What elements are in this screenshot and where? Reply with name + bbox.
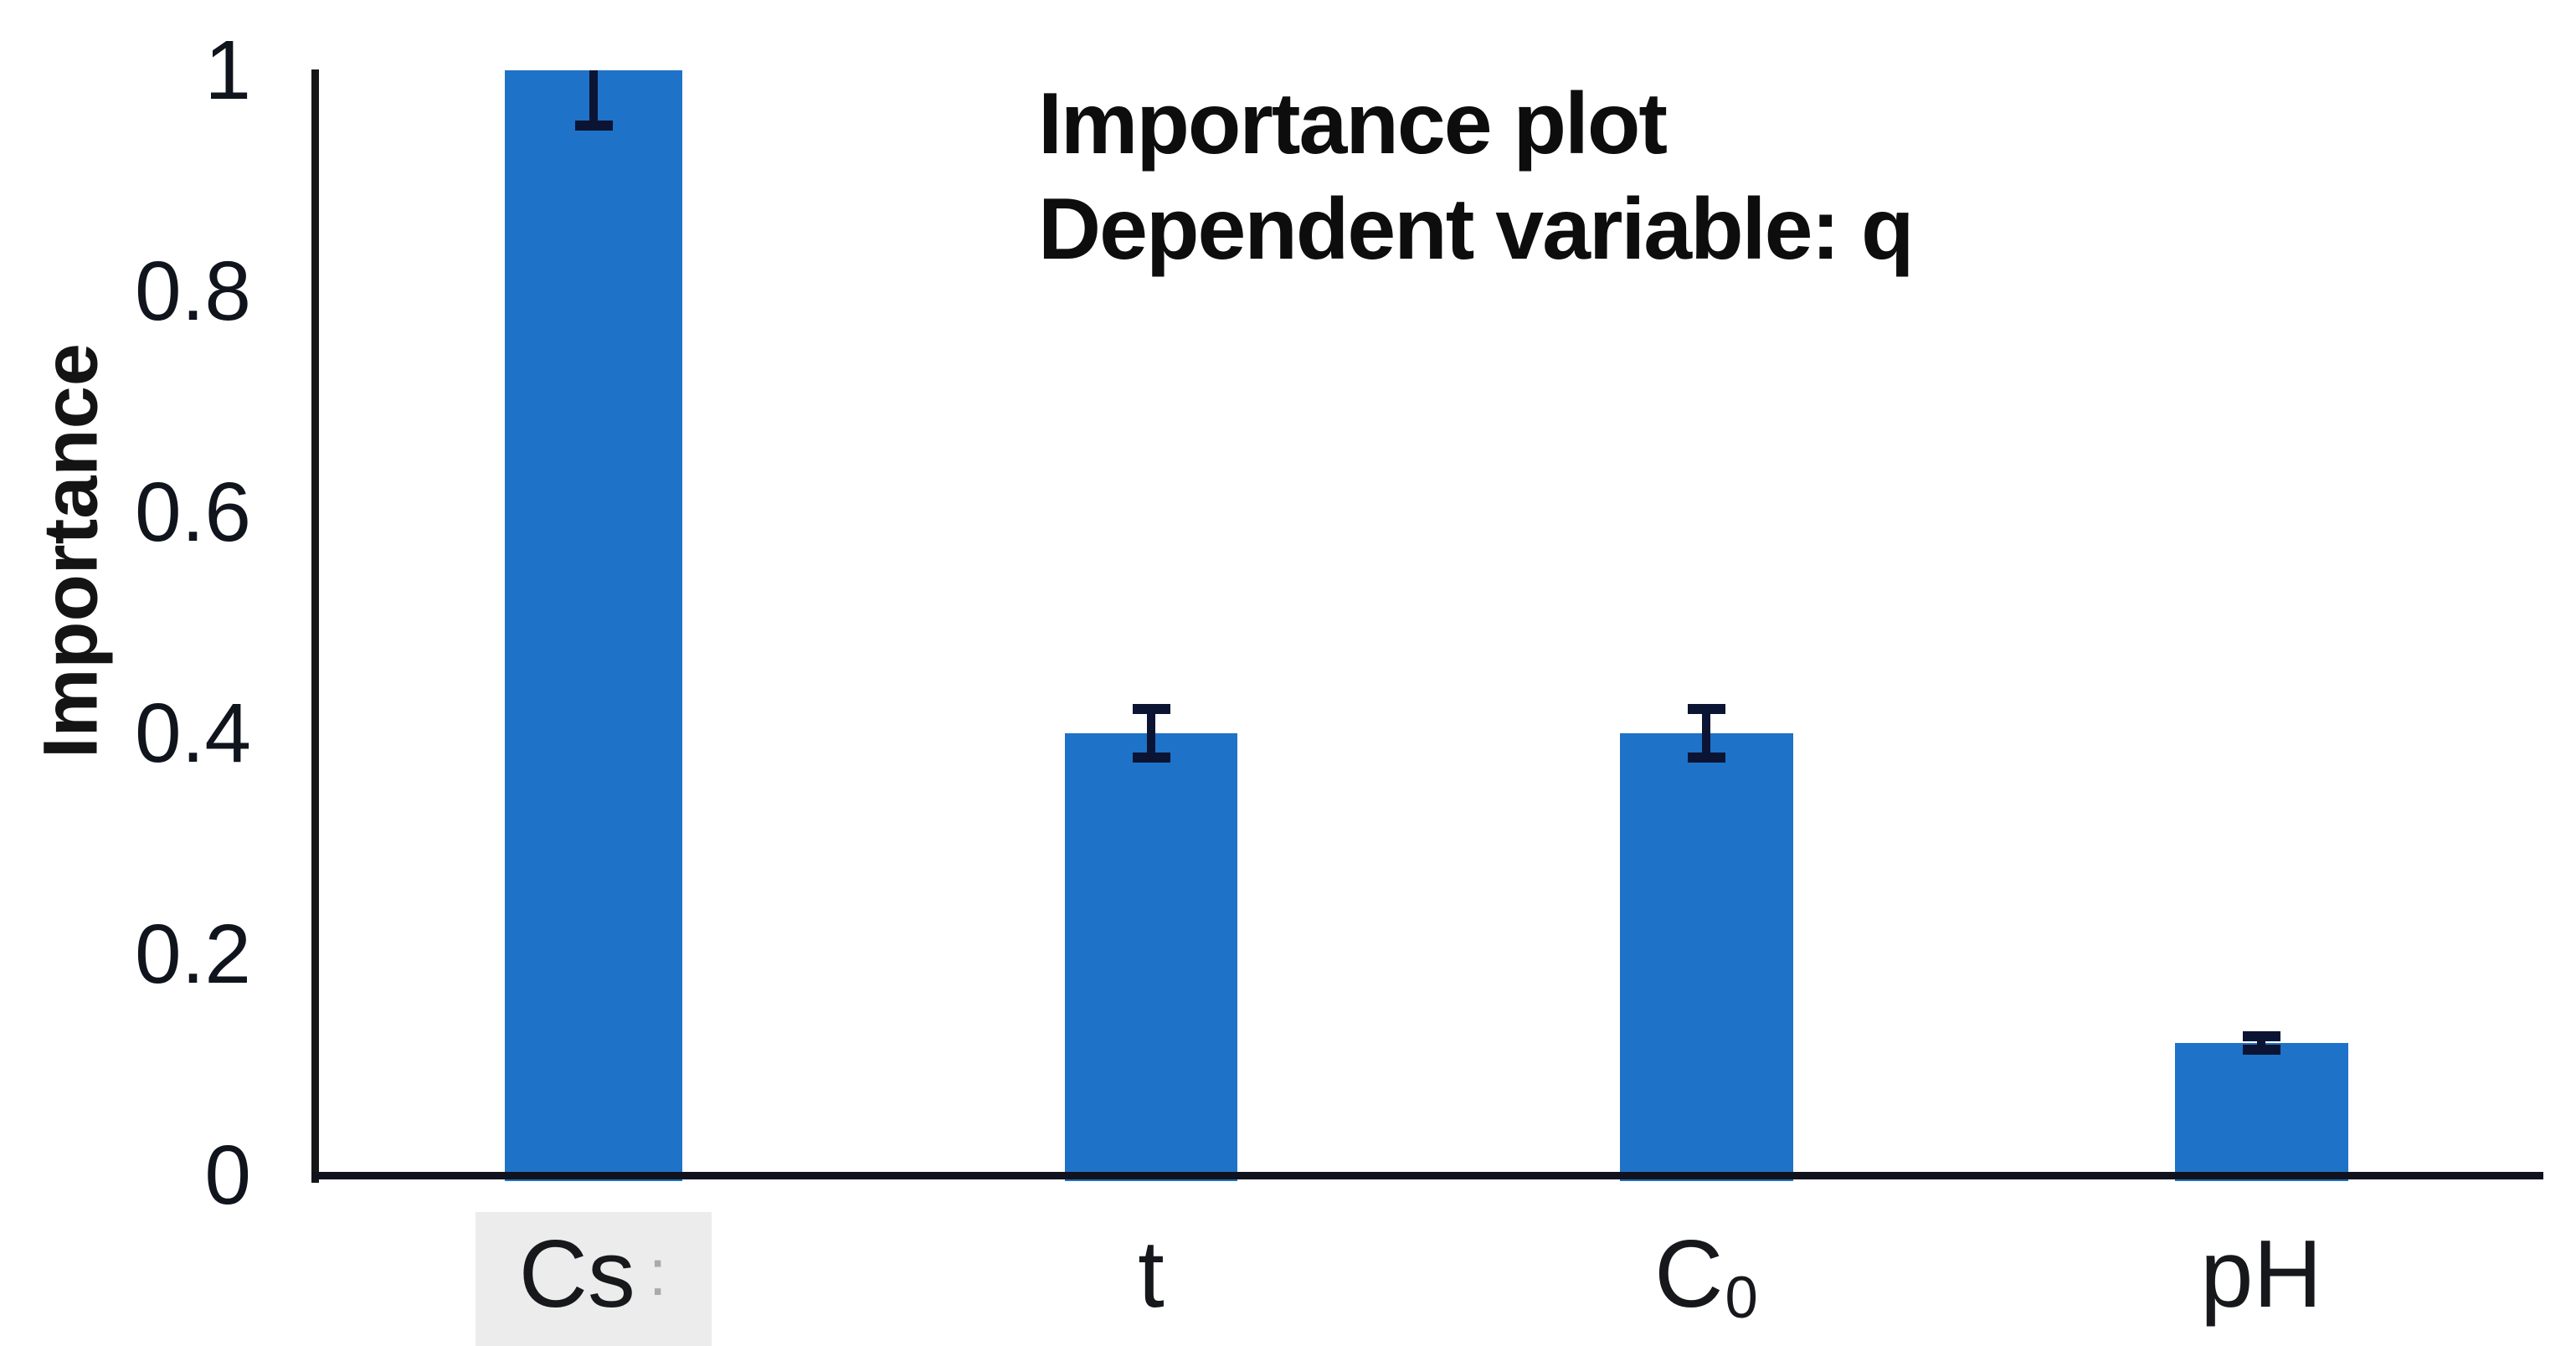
y-tick-label-0.6: 0.6: [134, 465, 251, 559]
error-bar-cap-top: [1132, 703, 1170, 714]
y-tick-label-0: 0: [204, 1128, 251, 1222]
x-tick-label: t: [1094, 1212, 1208, 1338]
bar-C0: [1619, 733, 1793, 1181]
x-tick-label: C0: [1611, 1212, 1802, 1346]
error-bar-cap-bottom: [574, 121, 613, 131]
x-tick-label-text: t: [1138, 1221, 1165, 1328]
y-tick-label-0.4: 0.4: [134, 686, 251, 780]
y-tick-label-0.2: 0.2: [134, 907, 251, 1001]
x-tick-t: t: [967, 1212, 1335, 1338]
x-axis-line: [311, 1172, 2543, 1179]
x-tick-label-text: pH: [2200, 1221, 2322, 1328]
x-tick-C0: C0: [1522, 1212, 1890, 1338]
error-bar-line: [589, 70, 598, 126]
x-tick-pH: pH: [2077, 1212, 2445, 1338]
x-tick-label-text: Cs: [518, 1221, 635, 1328]
x-tick-label-faint-mark: :: [648, 1237, 669, 1310]
error-bar-line: [1702, 708, 1710, 758]
error-bar-cap-bottom: [1132, 753, 1170, 763]
chart-title: Importance plot: [1038, 75, 1668, 172]
x-tick-label: pH: [2157, 1212, 2366, 1338]
error-bar-line: [2257, 1035, 2265, 1050]
error-bar-line: [1147, 708, 1155, 758]
chart-title-block: Importance plot Dependent variable: q: [1038, 71, 1914, 282]
error-bar-cap-bottom: [1687, 753, 1725, 763]
y-tick-label-1: 1: [204, 23, 251, 117]
x-tick-Cs: Cs:: [409, 1212, 778, 1346]
x-tick-label: Cs:: [475, 1212, 712, 1346]
x-tick-label-text: C: [1654, 1221, 1724, 1328]
x-tick-label-subscript: 0: [1725, 1263, 1758, 1330]
error-bar-cap-bottom: [2242, 1044, 2280, 1055]
y-tick-label-0.8: 0.8: [134, 244, 251, 338]
bar-t: [1065, 733, 1237, 1181]
bar-pH: [2174, 1042, 2348, 1181]
error-bar-cap-top: [1687, 703, 1725, 714]
bar-Cs: [505, 70, 682, 1181]
chart-subtitle: Dependent variable: q: [1038, 181, 1914, 278]
y-axis-line: [311, 69, 319, 1183]
error-bar-cap-top: [2242, 1030, 2280, 1041]
